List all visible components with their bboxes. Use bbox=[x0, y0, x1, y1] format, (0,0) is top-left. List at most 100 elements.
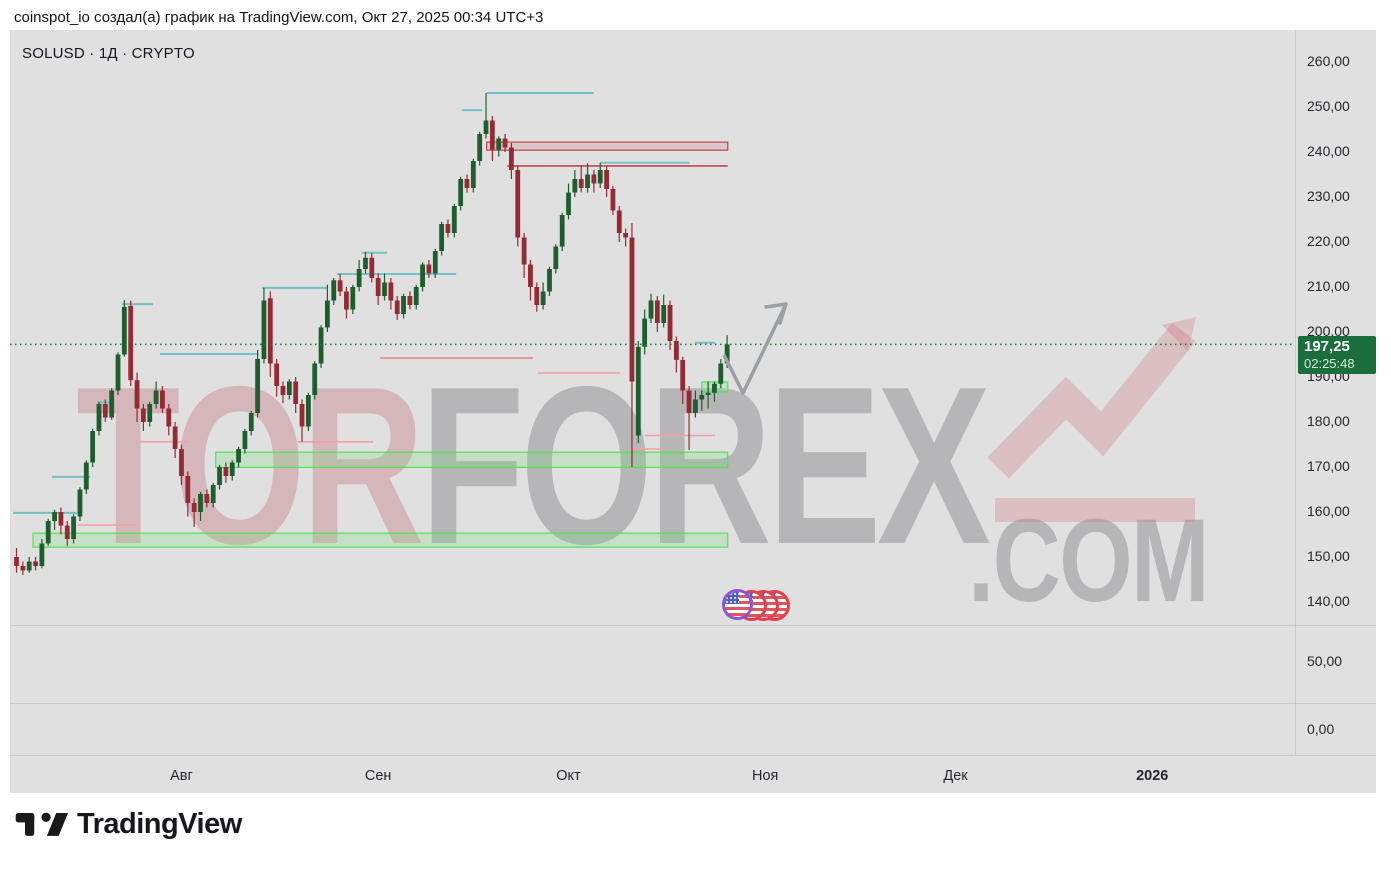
candle-body bbox=[128, 305, 134, 381]
candle-body bbox=[699, 395, 705, 400]
tradingview-logo[interactable]: TradingView bbox=[14, 806, 242, 842]
candle-body bbox=[229, 462, 235, 476]
candle-body bbox=[686, 390, 692, 413]
candle-body bbox=[635, 346, 641, 436]
candle-body bbox=[71, 516, 77, 539]
bar-close-countdown: 02:25:48 bbox=[1304, 355, 1355, 371]
chart-area[interactable]: TORFOREX .COM SOLUSD · 1Д · CRYPTO 260,0… bbox=[10, 30, 1376, 793]
candle-body bbox=[58, 512, 64, 526]
candle-body bbox=[286, 381, 292, 395]
candle-body bbox=[509, 147, 514, 170]
candle-body bbox=[83, 462, 89, 490]
time-tick-label: Окт bbox=[556, 768, 581, 784]
candle-body bbox=[648, 300, 654, 319]
candle-body bbox=[255, 359, 261, 413]
candle-body bbox=[261, 300, 267, 359]
candle-body bbox=[458, 179, 464, 206]
attribution-text: coinspot_io создал(а) график на TradingV… bbox=[14, 9, 544, 26]
candle-body bbox=[147, 404, 153, 422]
candle-body bbox=[363, 257, 368, 269]
candle-body bbox=[185, 476, 191, 503]
candle-body bbox=[578, 179, 584, 188]
candle-body bbox=[432, 251, 438, 274]
candle-body bbox=[464, 179, 470, 188]
pane-separator[interactable] bbox=[10, 703, 1376, 704]
candle-body bbox=[356, 269, 362, 287]
candle-body bbox=[280, 386, 286, 395]
candle-body bbox=[572, 179, 578, 193]
watermark-arrow-head-icon bbox=[1162, 317, 1196, 352]
chart-canvas[interactable] bbox=[10, 30, 1376, 793]
demand-zone[interactable] bbox=[215, 451, 729, 469]
candle-body bbox=[20, 566, 26, 571]
candle-body bbox=[299, 404, 305, 427]
candle-body bbox=[160, 390, 165, 409]
candle-body bbox=[96, 404, 102, 431]
pane-separator[interactable] bbox=[10, 625, 1376, 626]
candle-body bbox=[64, 525, 70, 539]
time-tick-label: Авг bbox=[170, 768, 193, 784]
candle-body bbox=[293, 381, 299, 404]
candle-body bbox=[248, 413, 254, 431]
supply-zone[interactable] bbox=[486, 141, 729, 151]
current-price-value: 197,25 bbox=[1304, 337, 1350, 355]
candle-body bbox=[559, 215, 565, 247]
watermark-part-forex: FOREX bbox=[420, 339, 991, 591]
candle-body bbox=[502, 138, 508, 148]
candle-body bbox=[318, 327, 324, 364]
candle-body bbox=[712, 383, 717, 393]
watermark-arrow-icon bbox=[987, 322, 1196, 479]
candle-body bbox=[540, 291, 546, 305]
candle-body bbox=[52, 512, 57, 521]
candle-body bbox=[375, 278, 381, 296]
candle-body bbox=[724, 344, 730, 364]
candle-body bbox=[680, 359, 686, 391]
candle-body bbox=[439, 224, 445, 251]
candle-body bbox=[115, 354, 121, 391]
candle-body bbox=[223, 467, 229, 476]
candle-body bbox=[312, 363, 318, 395]
candle-body bbox=[705, 392, 711, 395]
us-flag-icon[interactable] bbox=[722, 589, 753, 620]
candle-body bbox=[305, 395, 311, 427]
candle-body bbox=[274, 363, 280, 386]
candle-body bbox=[141, 408, 146, 422]
candle-body bbox=[388, 282, 394, 301]
torforex-watermark: TORFOREX bbox=[76, 353, 991, 578]
candle-body bbox=[585, 174, 590, 188]
candle-body bbox=[331, 280, 337, 301]
candle-body bbox=[597, 170, 603, 184]
candle-body bbox=[528, 264, 533, 287]
demand-zone[interactable] bbox=[32, 532, 729, 548]
trend-arrow-drawing[interactable] bbox=[722, 303, 788, 395]
candle-body bbox=[179, 449, 184, 476]
candle-body bbox=[134, 380, 140, 409]
candle-body bbox=[591, 174, 597, 184]
candle-body bbox=[661, 305, 667, 323]
candle-body bbox=[198, 494, 203, 512]
time-tick-label: Сен bbox=[364, 768, 392, 784]
candle-body bbox=[242, 431, 248, 449]
candle-body bbox=[191, 503, 197, 512]
candle-body bbox=[547, 269, 552, 292]
time-axis-separator[interactable] bbox=[10, 755, 1376, 756]
candle-body bbox=[673, 341, 679, 360]
candle-body bbox=[477, 134, 483, 161]
candle-body bbox=[166, 408, 172, 427]
candle-body bbox=[407, 296, 413, 305]
current-price-badge[interactable]: 197,25 02:25:48 bbox=[1298, 335, 1376, 374]
trend-arrow-head bbox=[764, 302, 788, 325]
watermark-part-com: .COM bbox=[968, 495, 1210, 627]
time-tick-label: Ноя bbox=[752, 768, 779, 784]
candle-body bbox=[210, 485, 216, 503]
candle-body bbox=[470, 161, 476, 188]
watermark-underline bbox=[995, 498, 1195, 522]
candle-body bbox=[45, 521, 51, 544]
candle-body bbox=[382, 282, 387, 296]
candle-body bbox=[693, 399, 698, 413]
time-tick-label: 2026 bbox=[1136, 768, 1169, 784]
candle-body bbox=[102, 404, 108, 418]
time-tick-label: Дек bbox=[943, 768, 968, 784]
candle-body bbox=[350, 287, 356, 310]
candle-body bbox=[629, 237, 635, 382]
